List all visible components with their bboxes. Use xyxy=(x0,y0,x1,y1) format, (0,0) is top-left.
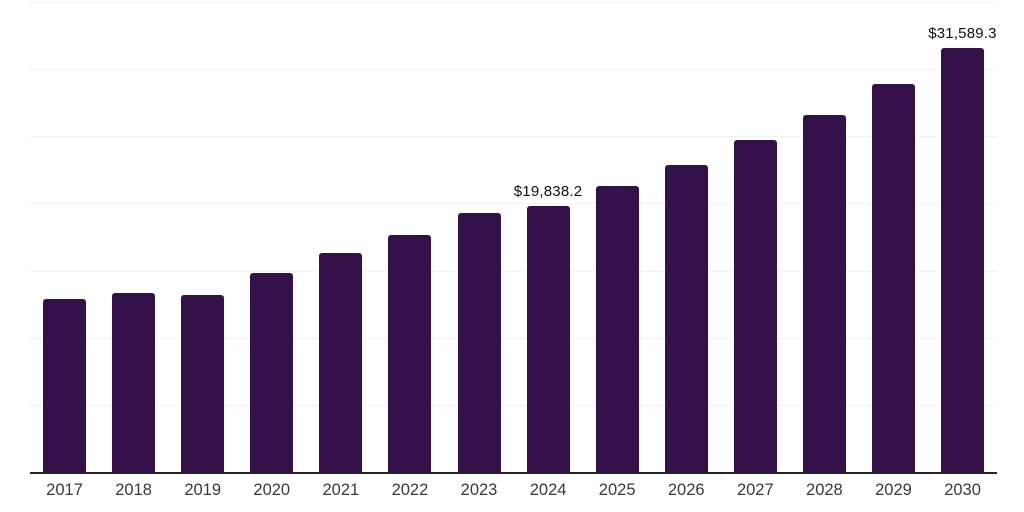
bar-slot-2030 xyxy=(928,2,997,472)
value-label-2024: $19,838.2 xyxy=(513,182,583,200)
x-axis-line xyxy=(30,472,997,474)
x-tick-label-2017: 2017 xyxy=(46,481,83,499)
x-tick-label-2030: 2030 xyxy=(944,481,981,499)
gridline-5000 xyxy=(30,404,997,406)
bar-slot-2023 xyxy=(444,2,513,472)
gridline-35000 xyxy=(30,2,997,3)
bar-2019 xyxy=(181,295,225,472)
bar-slot-2018 xyxy=(99,2,168,472)
plot-area: $19,838.2 $31,589.3 xyxy=(30,2,997,474)
x-tick-label-2024: 2024 xyxy=(529,481,567,499)
gridline-15000 xyxy=(30,270,997,272)
bar-slot-2027 xyxy=(721,2,790,472)
x-tick-label-2018: 2018 xyxy=(115,481,152,499)
x-tick-label-2023: 2023 xyxy=(460,481,498,499)
bar-2027 xyxy=(733,140,777,472)
x-tick-label-2026: 2026 xyxy=(667,481,705,499)
bar-2029 xyxy=(871,83,915,472)
bar-2026 xyxy=(664,164,708,472)
bar-2025 xyxy=(595,185,639,472)
bar-2018 xyxy=(112,292,156,472)
bar-2017 xyxy=(43,298,87,472)
bar-2022 xyxy=(388,235,432,472)
x-tick-label-2029: 2029 xyxy=(875,481,912,499)
bars-layer xyxy=(30,2,997,472)
bar-slot-2020 xyxy=(237,2,306,472)
bar-slot-2025 xyxy=(583,2,652,472)
bar-2030 xyxy=(941,47,985,472)
x-tick-label-2027: 2027 xyxy=(736,481,774,499)
x-tick-label-2021: 2021 xyxy=(322,481,360,499)
bar-slot-2019 xyxy=(168,2,237,472)
x-tick-label-2019: 2019 xyxy=(184,481,222,499)
bar-slot-2021 xyxy=(306,2,375,472)
bar-slot-2017 xyxy=(30,2,99,472)
x-tick-label-2020: 2020 xyxy=(253,481,291,499)
gridline-25000 xyxy=(30,136,997,138)
x-axis-labels: 2017 2018 2019 2020 2021 2022 2023 2024 2025 2026… xyxy=(30,481,997,500)
bar-2024 xyxy=(526,205,570,472)
x-tick-label-2022: 2022 xyxy=(391,481,429,499)
value-label-2030: $31,589.3 xyxy=(928,24,997,42)
gridline-30000 xyxy=(30,69,997,71)
bar-slot-2029 xyxy=(859,2,928,472)
bar-2028 xyxy=(802,115,846,472)
gridline-20000 xyxy=(30,203,997,205)
bar-slot-2024 xyxy=(514,2,583,472)
gridline-10000 xyxy=(30,337,997,339)
bar-slot-2022 xyxy=(375,2,444,472)
x-tick-label-2028: 2028 xyxy=(806,481,843,499)
bar-slot-2028 xyxy=(790,2,859,472)
x-tick-label-2025: 2025 xyxy=(598,481,636,499)
bar-2023 xyxy=(457,212,501,472)
bar-2020 xyxy=(250,273,294,472)
bar-slot-2026 xyxy=(652,2,721,472)
bar-2021 xyxy=(319,253,363,472)
